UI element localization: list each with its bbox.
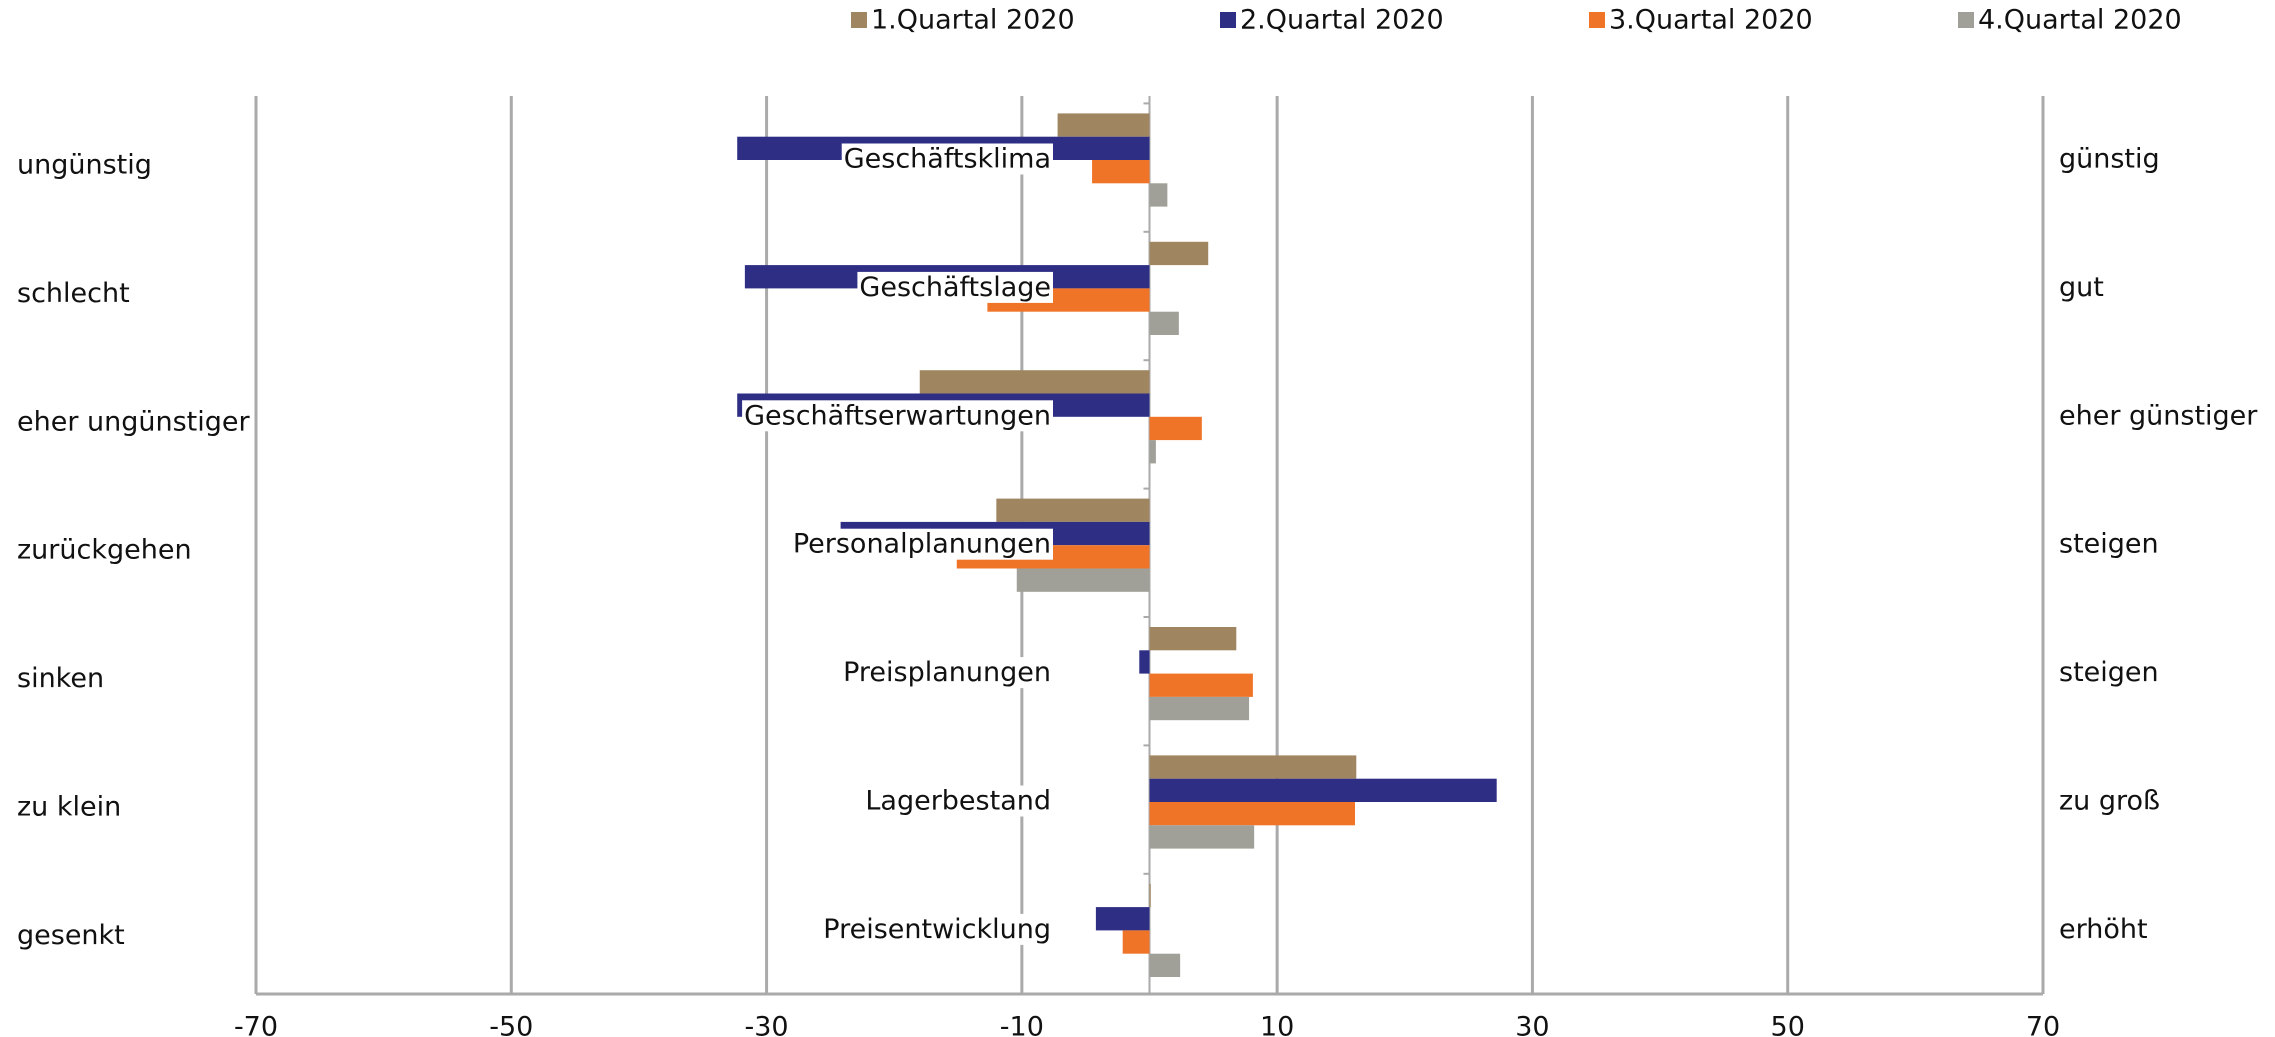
left-label: zu klein [17,792,121,823]
bar [1149,802,1356,826]
legend-swatch [1589,12,1605,28]
right-label: steigen [2059,657,2159,688]
bar [1122,930,1150,954]
bar [1092,160,1150,184]
bar [1095,907,1150,931]
legend-swatch [851,12,867,28]
right-label: steigen [2059,529,2159,560]
bar [1149,673,1253,697]
bar [1149,183,1168,207]
left-label: zurückgehen [17,535,192,566]
category-label-bg [742,400,1053,432]
bar [1149,627,1237,651]
bar [919,370,1150,394]
bar [1149,241,1209,266]
x-tick-label: 70 [2026,1012,2060,1037]
bar [1149,825,1255,849]
right-label: eher günstiger [2059,400,2258,431]
left-label: ungünstig [17,150,152,181]
right-label: gut [2059,272,2104,303]
bar [1149,883,1151,908]
category-label-bg [857,271,1053,303]
left-label: gesenkt [17,920,125,951]
legend-label: 1.Quartal 2020 [871,5,1075,36]
legend-label: 4.Quartal 2020 [1978,5,2182,36]
bar [1149,778,1497,802]
x-tick-label: 50 [1771,1012,1805,1037]
category-label-bg [790,528,1053,560]
category-label: Geschäftslage [859,272,1051,303]
bar [1149,953,1181,977]
bar [996,498,1150,522]
category-label: Personalplanungen [793,529,1051,560]
bar [1149,416,1202,441]
x-tick-label: -50 [489,1012,533,1037]
right-label: zu groß [2059,786,2160,817]
bar [1057,113,1150,137]
left-label: sinken [17,663,104,694]
x-tick-label: -10 [1000,1012,1044,1037]
x-tick-label: -30 [745,1012,789,1037]
left-label: eher ungünstiger [17,406,251,437]
bar [1149,755,1357,779]
category-label-bg [863,785,1053,817]
bar [1139,650,1150,674]
category-label-bg [841,143,1053,175]
bar [1149,440,1156,464]
category-label: Geschäftserwartungen [744,400,1051,431]
legend-label: 3.Quartal 2020 [1609,5,1813,36]
right-label: erhöht [2059,914,2148,945]
category-label: Geschäftsklima [844,144,1051,175]
x-tick-label: 10 [1260,1012,1294,1037]
x-tick-label: -70 [234,1012,278,1037]
category-label: Lagerbestand [865,786,1051,817]
legend-label: 2.Quartal 2020 [1240,5,1444,36]
bar [1149,311,1179,335]
category-label: Preisentwicklung [823,914,1051,945]
right-label: günstig [2059,144,2160,175]
x-tick-label: 30 [1515,1012,1549,1037]
category-label-bg [841,657,1053,689]
bar [1016,568,1150,592]
legend-swatch [1958,12,1974,28]
left-label: schlecht [17,278,130,309]
legend-swatch [1220,12,1236,28]
category-label-bg [821,913,1053,945]
category-label: Preisplanungen [843,657,1051,688]
bar [1149,696,1250,721]
